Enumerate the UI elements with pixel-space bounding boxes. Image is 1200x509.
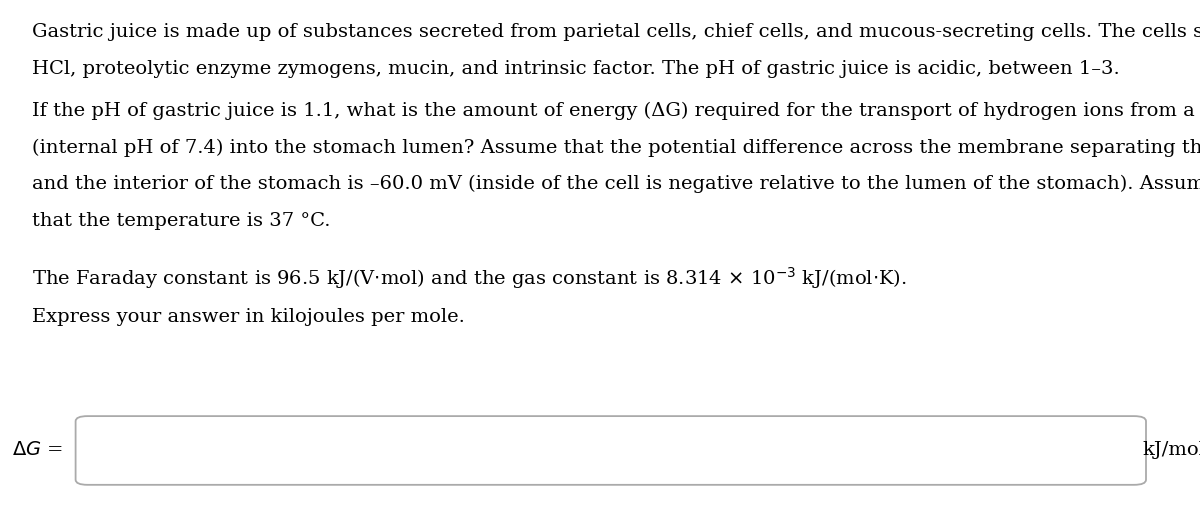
Text: (internal pH of 7.4) into the stomach lumen? Assume that the potential differenc: (internal pH of 7.4) into the stomach lu… (32, 138, 1200, 157)
Text: Gastric juice is made up of substances secreted from parietal cells, chief cells: Gastric juice is made up of substances s… (32, 23, 1200, 41)
FancyBboxPatch shape (76, 416, 1146, 485)
Text: and the interior of the stomach is –60.0 mV (inside of the cell is negative rela: and the interior of the stomach is –60.0… (32, 175, 1200, 193)
Text: Express your answer in kilojoules per mole.: Express your answer in kilojoules per mo… (32, 308, 466, 326)
Text: $\Delta G$ =: $\Delta G$ = (12, 441, 64, 460)
Text: The Faraday constant is 96.5 kJ/(V$\cdot$mol) and the gas constant is 8.314 $\ti: The Faraday constant is 96.5 kJ/(V$\cdot… (32, 265, 907, 291)
Text: HCl, proteolytic enzyme zymogens, mucin, and intrinsic factor. The pH of gastric: HCl, proteolytic enzyme zymogens, mucin,… (32, 60, 1120, 77)
Text: that the temperature is 37 °C.: that the temperature is 37 °C. (32, 212, 331, 230)
Text: kJ/mol: kJ/mol (1142, 441, 1200, 460)
Text: If the pH of gastric juice is 1.1, what is the amount of energy (ΔG) required fo: If the pH of gastric juice is 1.1, what … (32, 102, 1200, 120)
